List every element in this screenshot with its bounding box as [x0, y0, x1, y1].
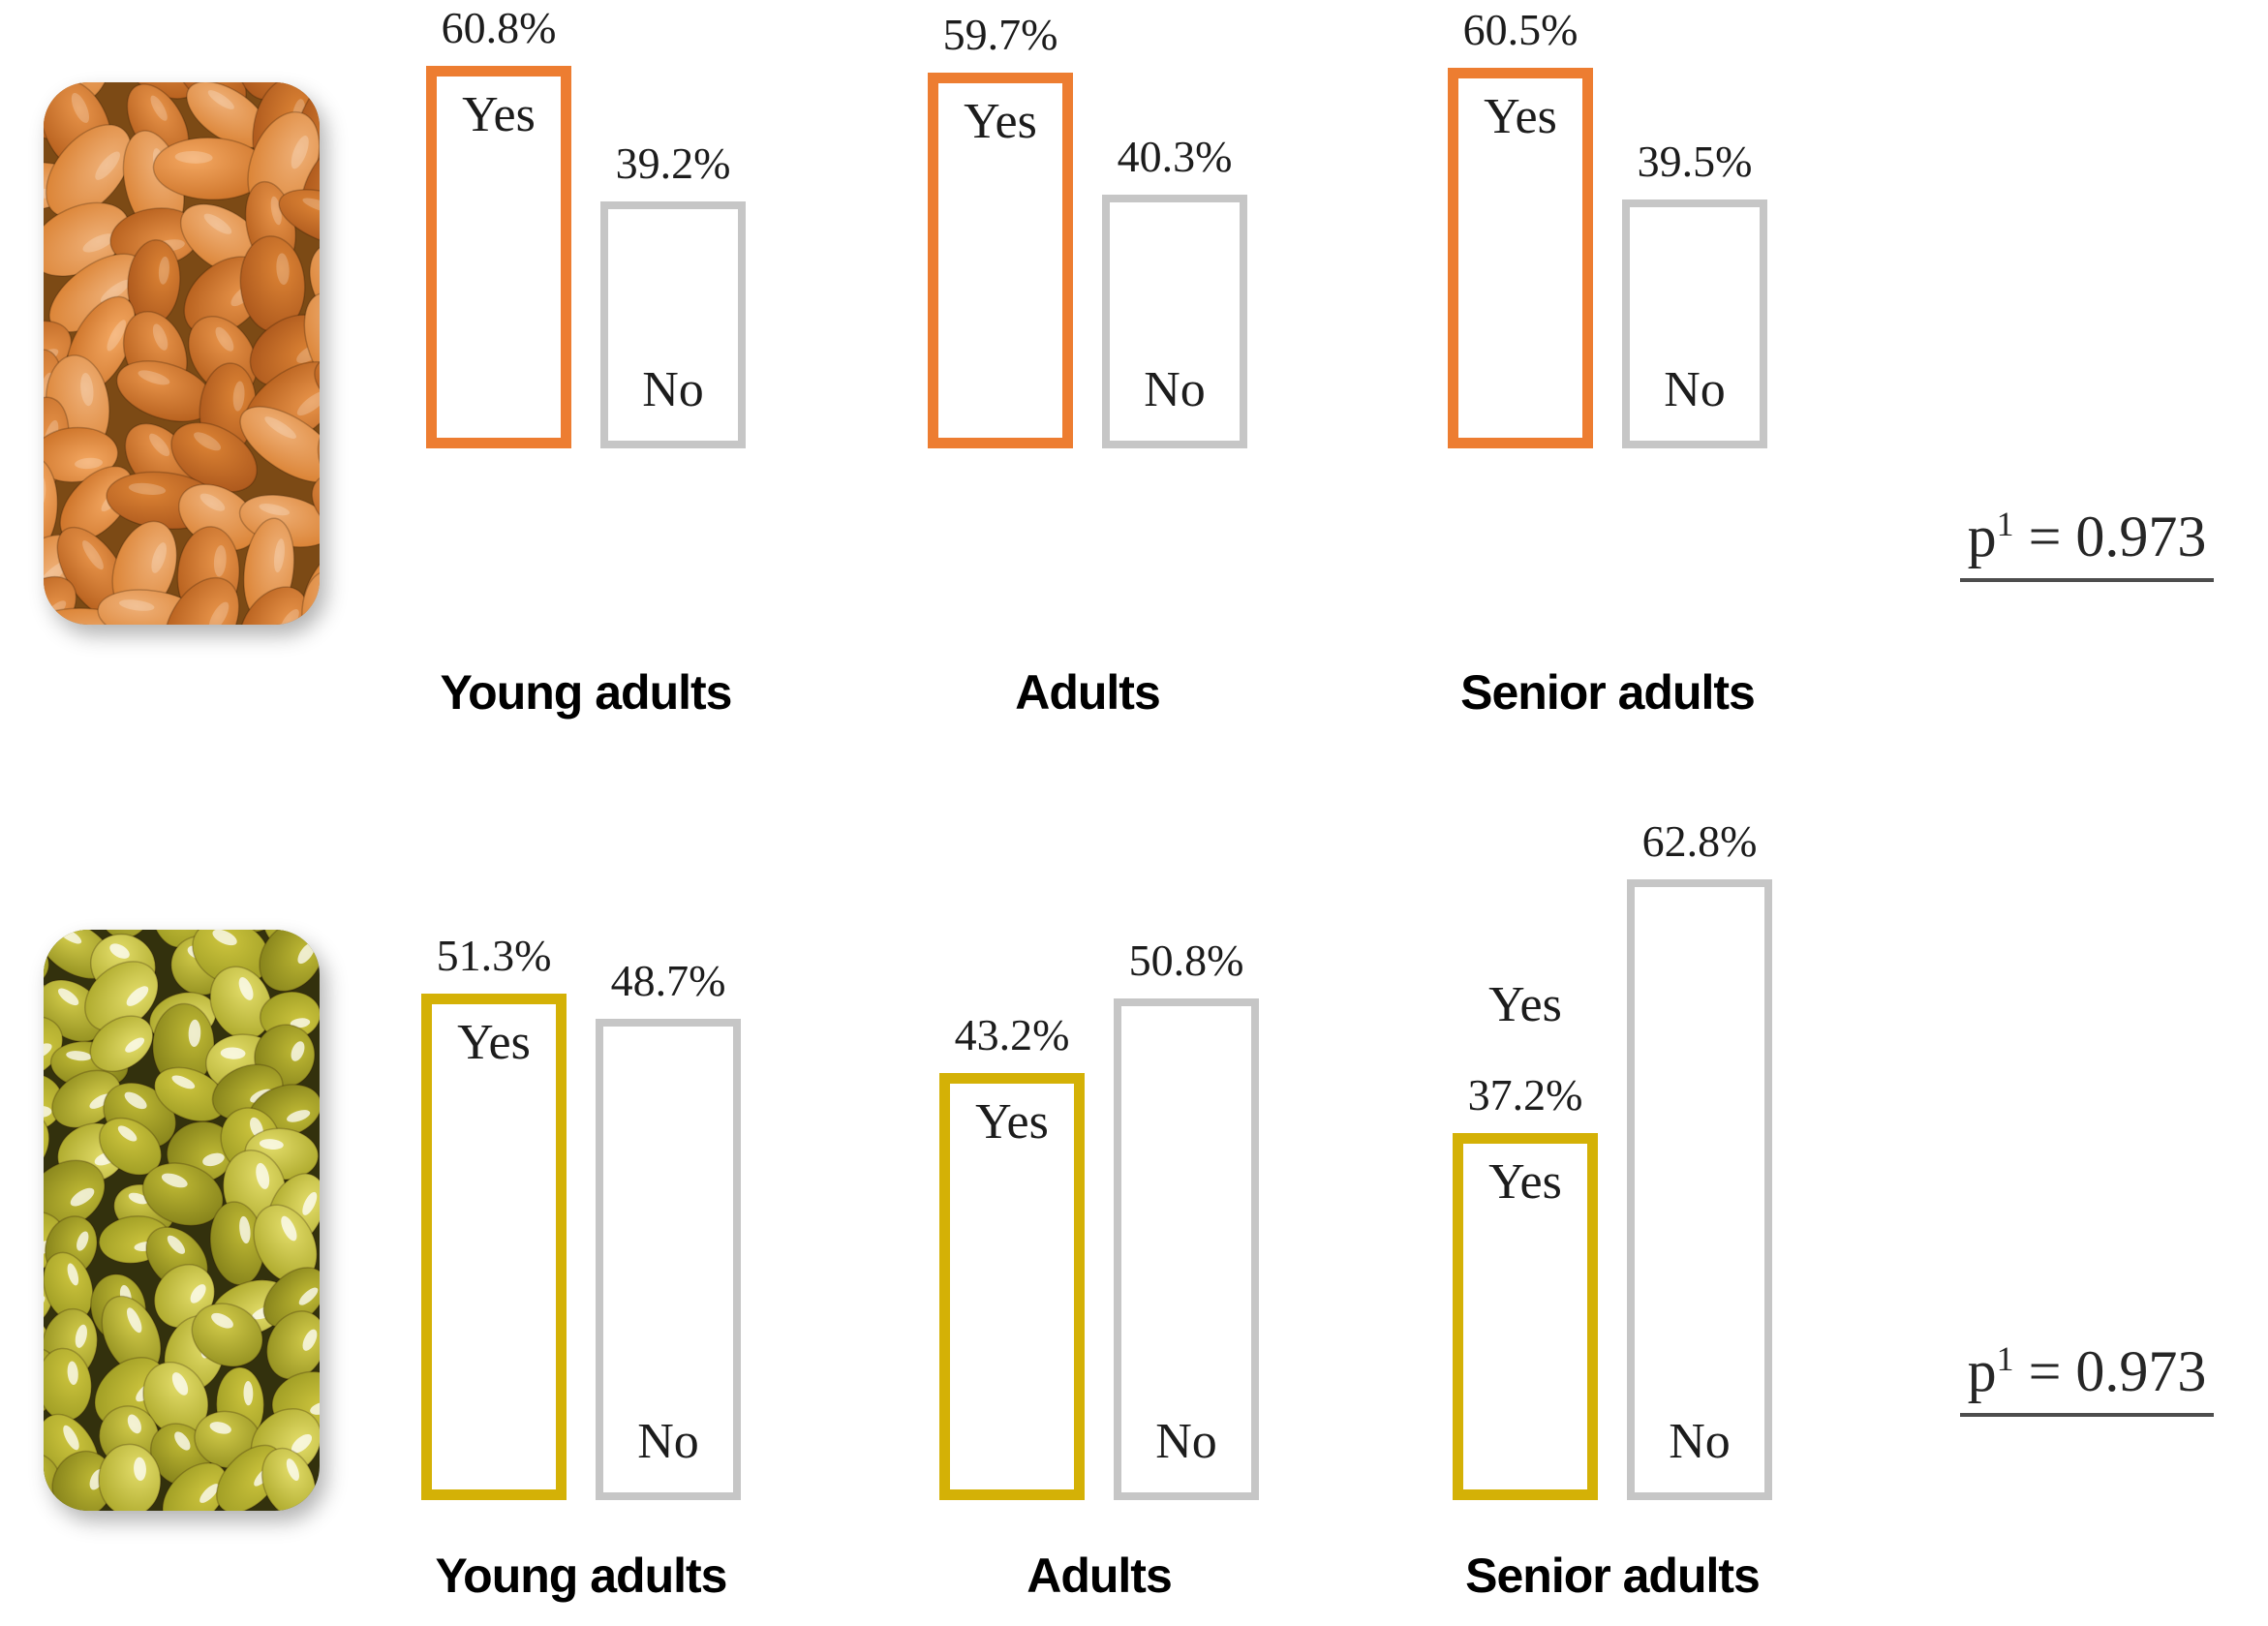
bar-column-no: 62.8% No: [1627, 819, 1772, 1500]
value-label: 37.2%: [1467, 1069, 1583, 1120]
bar-inside-label: No: [1664, 362, 1726, 417]
value-label: 62.8%: [1641, 816, 1758, 867]
bar-column-yes: 51.3% Yes: [421, 930, 567, 1500]
bar-inside-label: No: [637, 1414, 699, 1469]
bar-yes: Yes: [1453, 1132, 1598, 1500]
p-value-almonds: p1 = 0.973: [1917, 504, 2256, 582]
bar-inside-label: Yes: [975, 1094, 1049, 1150]
group-label-adults: Adults: [1027, 1549, 1173, 1603]
bar-group-mung-adults: 43.2% Yes 50.8% No: [939, 935, 1259, 1500]
value-label: 40.3%: [1117, 132, 1233, 182]
mung-beans-photo-art: [44, 930, 320, 1511]
bar-column-yes: 60.5% Yes: [1448, 4, 1593, 448]
bar-yes: Yes: [939, 1073, 1085, 1500]
bar-inside-label: No: [642, 362, 704, 417]
value-label: 51.3%: [436, 930, 552, 980]
bar-group-mung-senior-adults: Yes 37.2% Yes 62.8% No: [1453, 819, 1772, 1500]
group-label-young-adults: Young adults: [440, 665, 733, 720]
value-label: 39.5%: [1637, 137, 1753, 187]
outside-yes-label: Yes: [1488, 976, 1562, 1032]
group-label-adults: Adults: [1015, 665, 1161, 720]
value-label: 39.2%: [615, 138, 731, 189]
bar-no: No: [1102, 195, 1247, 448]
bar-inside-label: Yes: [964, 93, 1037, 149]
bar-inside-label: No: [1144, 362, 1206, 417]
bar-column-no: 40.3% No: [1102, 135, 1247, 448]
mung-beans-photo: [44, 930, 320, 1511]
almonds-photo-art: [44, 82, 320, 625]
bar-column-no: 39.2% No: [600, 141, 746, 448]
bar-group-almonds-young-adults: 60.8% Yes 39.2% No: [426, 2, 746, 448]
bar-inside-label: Yes: [1488, 1153, 1562, 1210]
bar-column-yes: 60.8% Yes: [426, 2, 571, 448]
bar-column-yes: 59.7% Yes: [928, 9, 1073, 448]
bar-column-no: 39.5% No: [1622, 139, 1767, 448]
bar-no: No: [1114, 997, 1259, 1500]
almonds-photo: [44, 82, 320, 625]
value-label: 60.5%: [1462, 4, 1578, 54]
value-label: 60.8%: [441, 2, 557, 52]
p-value-text: p1 = 0.973: [1959, 504, 2215, 582]
group-label-young-adults: Young adults: [435, 1549, 728, 1603]
bar-group-almonds-adults: 59.7% Yes 40.3% No: [928, 9, 1247, 448]
bar-column-yes: Yes 37.2% Yes: [1453, 976, 1598, 1500]
bar-no: No: [596, 1019, 741, 1500]
bar-group-mung-young-adults: 51.3% Yes 48.7% No: [421, 930, 741, 1500]
group-label-senior-adults: Senior adults: [1465, 1549, 1761, 1603]
value-label: 48.7%: [610, 956, 726, 1006]
bar-no: No: [1627, 879, 1772, 1500]
bar-yes: Yes: [426, 65, 571, 448]
p-value-mung-beans: p1 = 0.973: [1917, 1338, 2256, 1417]
bar-yes: Yes: [421, 993, 567, 1500]
bar-inside-label: Yes: [462, 86, 536, 142]
bar-group-almonds-senior-adults: 60.5% Yes 39.5% No: [1448, 4, 1767, 448]
bar-column-no: 48.7% No: [596, 959, 741, 1500]
value-label: 43.2%: [954, 1010, 1070, 1060]
bar-yes: Yes: [1448, 67, 1593, 448]
value-label: 59.7%: [942, 9, 1058, 59]
value-label: 50.8%: [1128, 935, 1244, 985]
bar-inside-label: No: [1155, 1414, 1217, 1469]
p-value-text: p1 = 0.973: [1959, 1338, 2215, 1417]
bar-no: No: [1622, 199, 1767, 448]
bar-column-no: 50.8% No: [1114, 935, 1259, 1500]
bar-yes: Yes: [928, 72, 1073, 448]
bar-inside-label: Yes: [1484, 88, 1557, 144]
group-label-senior-adults: Senior adults: [1460, 665, 1756, 720]
bar-inside-label: Yes: [457, 1014, 531, 1070]
bar-column-yes: 43.2% Yes: [939, 1013, 1085, 1500]
bar-inside-label: No: [1669, 1414, 1731, 1469]
bar-no: No: [600, 201, 746, 448]
